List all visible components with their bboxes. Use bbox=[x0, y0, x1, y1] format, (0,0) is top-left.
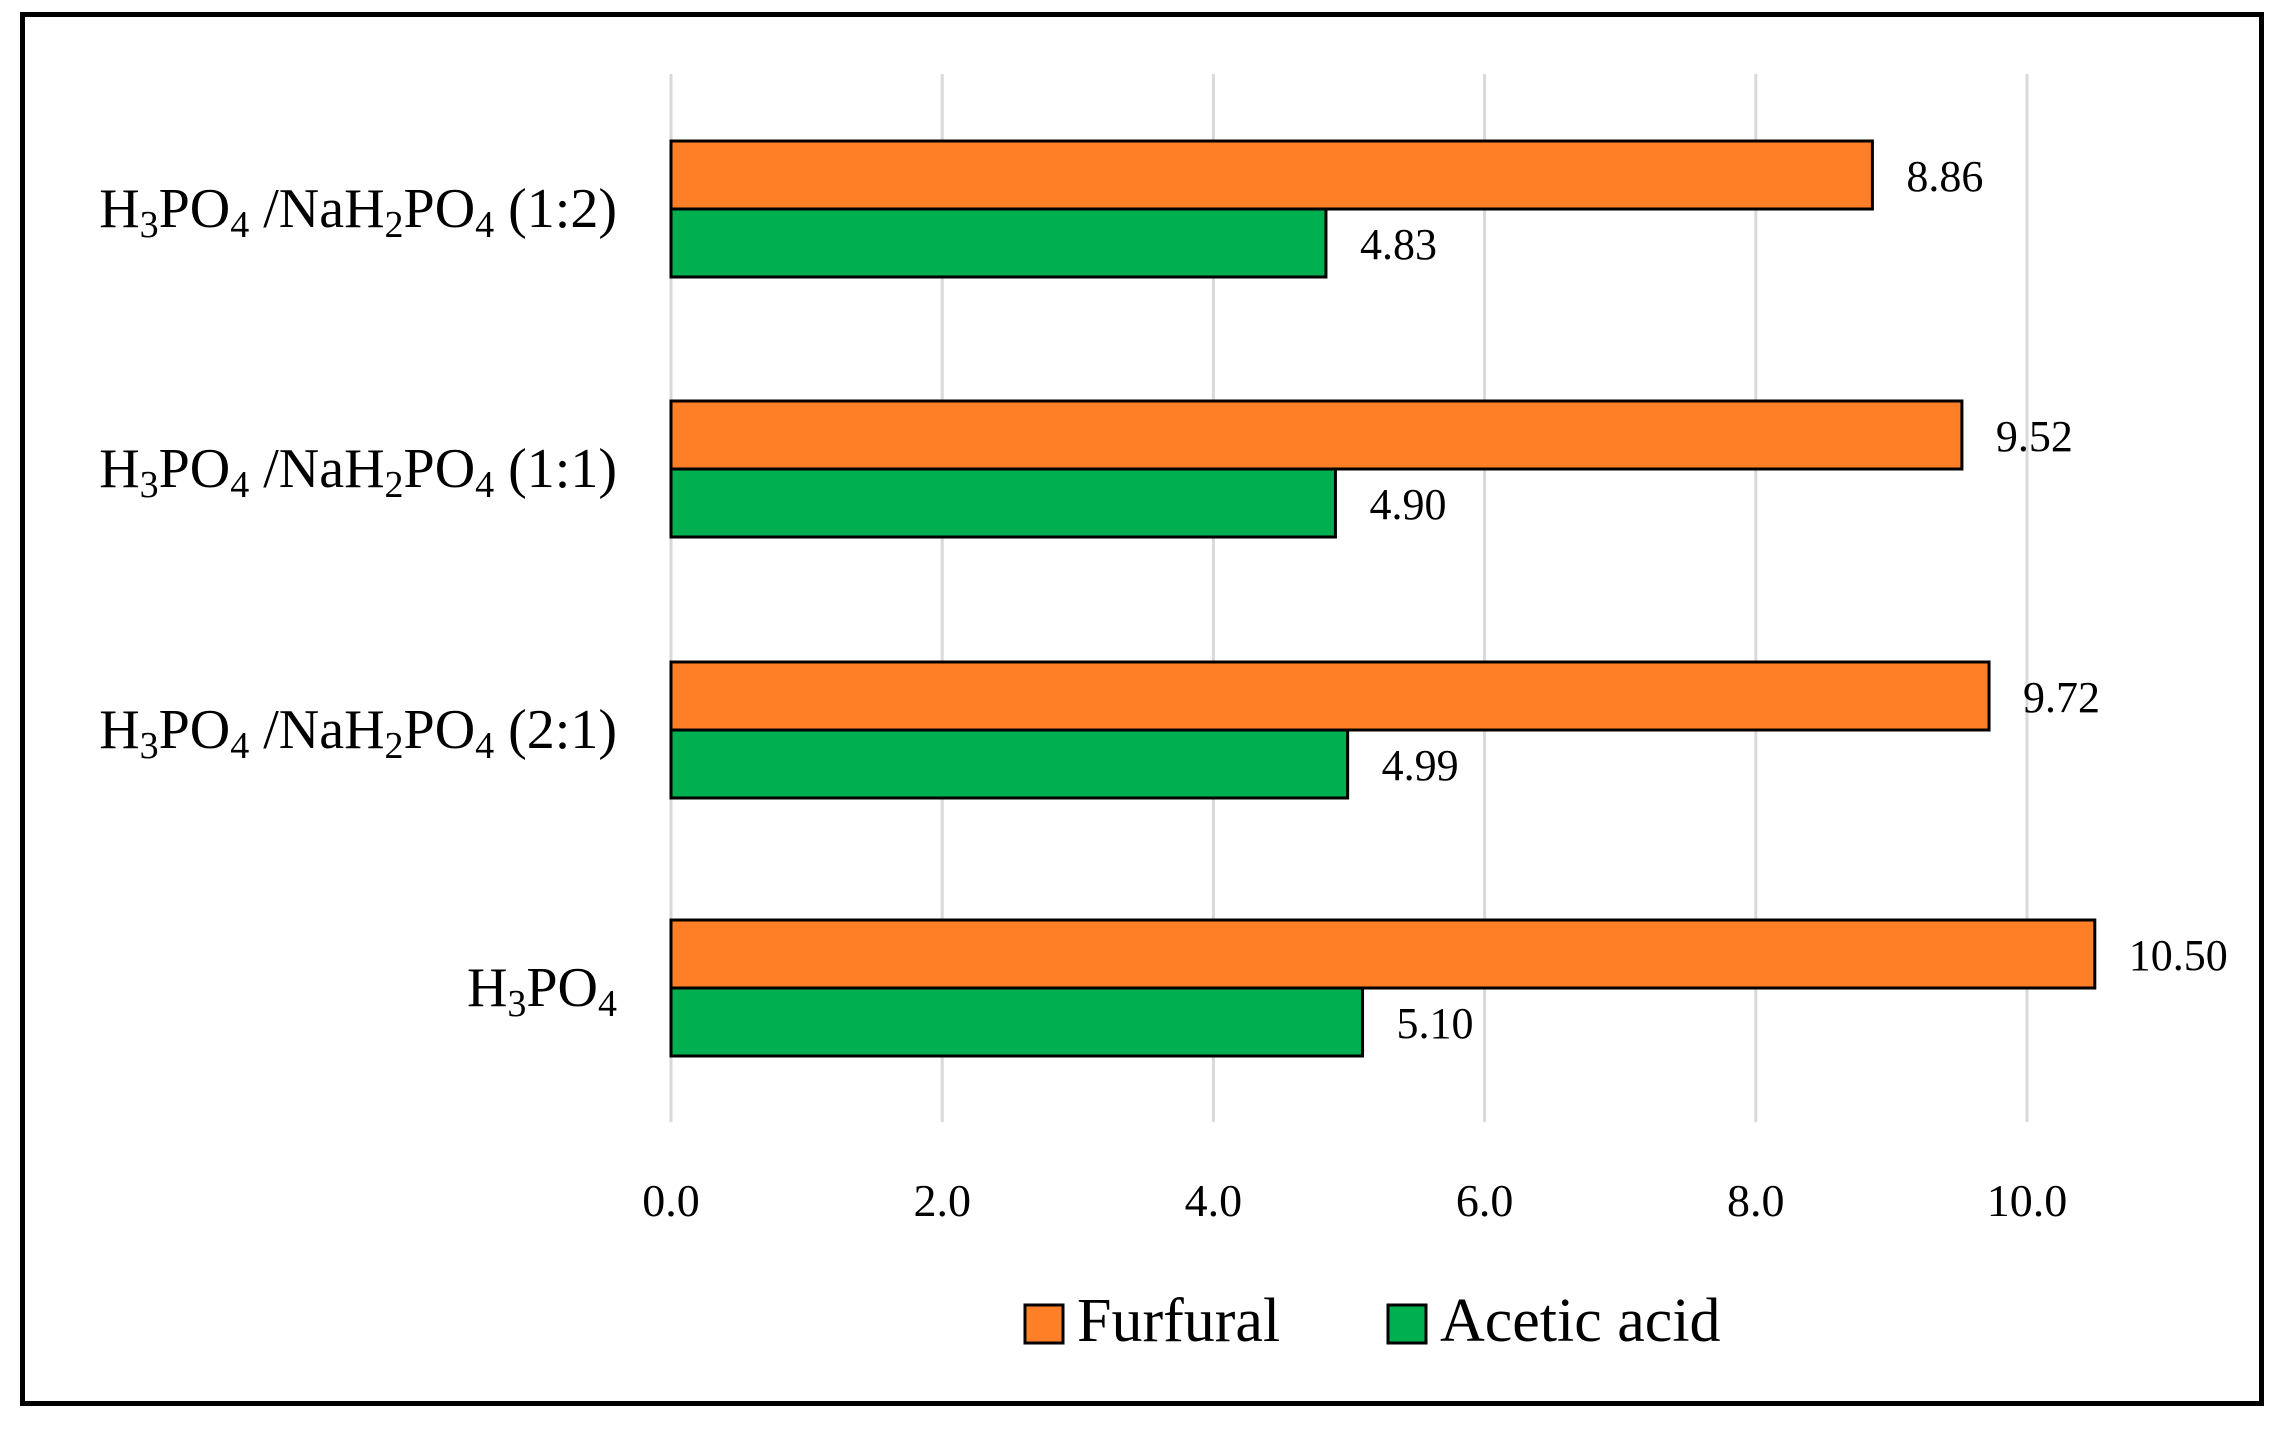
category-label-part: 4 bbox=[475, 464, 494, 506]
category-label-part: 4 bbox=[475, 204, 494, 246]
acetic-acid-value-label: 4.83 bbox=[1360, 220, 1437, 269]
x-tick-label: 2.0 bbox=[913, 1175, 971, 1226]
category-label-part: 2 bbox=[385, 204, 404, 246]
category-label-part: PO bbox=[404, 699, 476, 761]
bar-chart: H3PO4 /NaH2PO4 (1:2)H3PO4 /NaH2PO4 (1:1)… bbox=[99, 74, 2228, 1355]
category-label-part: 4 bbox=[598, 983, 617, 1025]
category-label-part: PO bbox=[526, 957, 598, 1019]
acetic-acid-bar bbox=[669, 467, 1337, 539]
legend: Furfural Acetic acid bbox=[1023, 1287, 1721, 1355]
category-label-part: 2 bbox=[385, 725, 404, 767]
category-label-part: 3 bbox=[140, 725, 159, 767]
category-labels: H3PO4 /NaH2PO4 (1:2)H3PO4 /NaH2PO4 (1:1)… bbox=[99, 178, 617, 1025]
category-label-part: /NaH bbox=[249, 699, 384, 761]
category-label: H3PO4 bbox=[467, 957, 617, 1025]
category-label-part: /NaH bbox=[249, 438, 384, 500]
category-label-part: 3 bbox=[140, 204, 159, 246]
x-tick-label: 0.0 bbox=[642, 1175, 700, 1226]
acetic-acid-bar bbox=[669, 207, 1328, 279]
category-label-part: PO bbox=[159, 438, 231, 500]
category-label-part: 3 bbox=[140, 464, 159, 506]
category-label-part: PO bbox=[159, 178, 231, 240]
category-label-part: 3 bbox=[507, 983, 526, 1025]
category-label-part: H bbox=[99, 178, 139, 240]
category-label-part: (1:2) bbox=[494, 178, 617, 240]
category-label-part: H bbox=[467, 957, 507, 1019]
x-axis-tick-labels: 0.0 2.0 4.0 6.0 8.0 10.0 bbox=[642, 1175, 2067, 1226]
category-label: H3PO4 /NaH2PO4 (1:1) bbox=[99, 438, 617, 506]
x-tick-label: 8.0 bbox=[1727, 1175, 1785, 1226]
x-tick-label: 10.0 bbox=[1987, 1175, 2068, 1226]
category-label-part: /NaH bbox=[249, 178, 384, 240]
category-label-part: PO bbox=[404, 178, 476, 240]
furfural-bar bbox=[669, 139, 1874, 211]
bars bbox=[669, 139, 2097, 1058]
category-label-part: 4 bbox=[475, 725, 494, 767]
category-label-part: 4 bbox=[230, 464, 249, 506]
furfural-value-label: 9.52 bbox=[1996, 412, 2073, 461]
x-tick-label: 6.0 bbox=[1456, 1175, 1514, 1226]
category-label-part: 2 bbox=[385, 464, 404, 506]
furfural-value-label: 9.72 bbox=[2023, 673, 2100, 722]
acetic-acid-bar bbox=[669, 728, 1350, 800]
furfural-bar bbox=[669, 918, 2097, 990]
acetic-acid-legend-label: Acetic acid bbox=[1440, 1287, 1721, 1355]
furfural-bar bbox=[669, 399, 1964, 471]
acetic-acid-value-label: 5.10 bbox=[1397, 999, 1474, 1048]
x-tick-label: 4.0 bbox=[1185, 1175, 1243, 1226]
category-label-part: H bbox=[99, 699, 139, 761]
data-labels: 8.86 4.83 9.52 4.90 9.72 4.99 10.50 5.10 bbox=[1360, 152, 2228, 1048]
category-label-part: 4 bbox=[230, 204, 249, 246]
acetic-acid-bar bbox=[669, 986, 1365, 1058]
category-label-part: H bbox=[99, 438, 139, 500]
category-label: H3PO4 /NaH2PO4 (1:2) bbox=[99, 178, 617, 246]
furfural-value-label: 10.50 bbox=[2129, 931, 2228, 980]
category-label-part: (1:1) bbox=[494, 438, 617, 500]
category-label: H3PO4 /NaH2PO4 (2:1) bbox=[99, 699, 617, 767]
category-label-part: (2:1) bbox=[494, 699, 617, 761]
furfural-value-label: 8.86 bbox=[1906, 152, 1983, 201]
acetic-acid-legend-swatch bbox=[1386, 1303, 1428, 1345]
chart-frame: H3PO4 /NaH2PO4 (1:2) H3PO4 /NaH2PO4 (1:1)… bbox=[20, 12, 2264, 1406]
furfural-legend-swatch bbox=[1023, 1303, 1065, 1345]
category-label-part: PO bbox=[404, 438, 476, 500]
category-label-part: PO bbox=[159, 699, 231, 761]
acetic-acid-value-label: 4.99 bbox=[1382, 741, 1459, 790]
acetic-acid-value-label: 4.90 bbox=[1369, 480, 1446, 529]
furfural-legend-label: Furfural bbox=[1077, 1287, 1280, 1355]
furfural-bar bbox=[669, 660, 1991, 732]
category-label-part: 4 bbox=[230, 725, 249, 767]
